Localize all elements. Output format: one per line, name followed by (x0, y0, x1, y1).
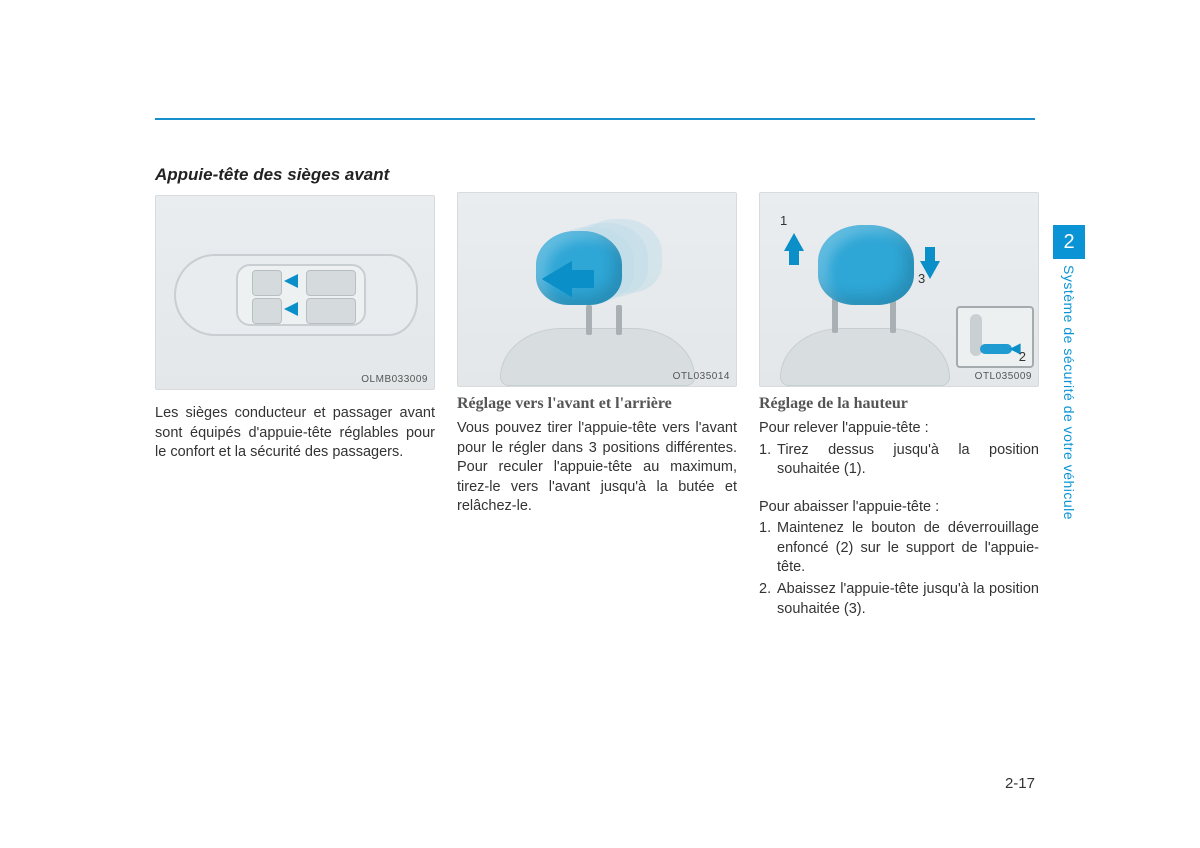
list-text: Abaissez l'appuie-tête jusqu'à la positi… (777, 580, 1039, 619)
label-1: 1 (780, 213, 787, 228)
label-2: 2 (1019, 349, 1026, 364)
list-number: 1. (759, 441, 777, 480)
page-number: 2-17 (1005, 775, 1035, 792)
seat-back (500, 328, 695, 386)
column-3: 1 3 2 OTL035009 Réglage de la hauteur Po… (759, 165, 1039, 619)
col2-heading: Réglage vers l'avant et l'arrière (457, 395, 737, 413)
column-1: Appuie-tête des sièges avant OLMB033009 … (155, 165, 435, 619)
headrest-post (616, 305, 622, 335)
top-rule (155, 118, 1035, 120)
list-text: Maintenez le bouton de déverrouillage en… (777, 519, 1039, 578)
col1-body: Les sièges conducteur et passager avant … (155, 404, 435, 463)
spacer (457, 165, 737, 192)
big-arrow-left-icon (542, 261, 572, 297)
label-3: 3 (918, 271, 925, 286)
headrest-post (586, 305, 592, 335)
column-2: OTL035014 Réglage vers l'avant et l'arri… (457, 165, 737, 619)
arrow-icon (284, 302, 298, 316)
raise-intro: Pour relever l'appuie-tête : (759, 419, 1039, 439)
callout-detail: 2 (956, 306, 1034, 368)
list-item: 2. Abaissez l'appuie-tête jusqu'à la pos… (759, 580, 1039, 619)
figure-headrest-tilt: OTL035014 (457, 192, 737, 387)
list-item: 1. Maintenez le bouton de déverrouillage… (759, 519, 1039, 578)
figure-code: OTL035014 (673, 371, 730, 382)
chapter-number-box: 2 (1053, 225, 1085, 259)
chapter-side-label: Système de sécurité de votre véhicule (1061, 265, 1077, 520)
list-item: 1. Tirez dessus jusqu'à la position souh… (759, 441, 1039, 480)
list-number: 1. (759, 519, 777, 578)
figure-code: OTL035009 (975, 371, 1032, 382)
col3-heading: Réglage de la hauteur (759, 395, 1039, 413)
figure-car-top-view: OLMB033009 (155, 195, 435, 390)
arrow-up-icon (784, 233, 804, 251)
list-number: 2. (759, 580, 777, 619)
figure-code: OLMB033009 (361, 374, 428, 385)
release-button (980, 344, 1012, 354)
arrow-icon (284, 274, 298, 288)
seat-front-left (252, 270, 282, 296)
content-area: Appuie-tête des sièges avant OLMB033009 … (155, 165, 1035, 619)
spacer (759, 165, 1039, 192)
seat-rear-top (306, 270, 356, 296)
section-title: Appuie-tête des sièges avant (155, 165, 435, 185)
col2-body: Vous pouvez tirer l'appuie-tête vers l'a… (457, 419, 737, 517)
headrest-post (832, 297, 838, 333)
figure-headrest-height: 1 3 2 OTL035009 (759, 192, 1039, 387)
lower-intro: Pour abaisser l'appuie-tête : (759, 498, 1039, 518)
seat-front-right (252, 298, 282, 324)
headrest-main (818, 225, 914, 305)
seat-back (780, 328, 950, 386)
list-text: Tirez dessus jusqu'à la position souhait… (777, 441, 1039, 480)
seat-rear-bottom (306, 298, 356, 324)
chapter-side-tab: 2 Système de sécurité de votre véhicule (1053, 225, 1085, 520)
